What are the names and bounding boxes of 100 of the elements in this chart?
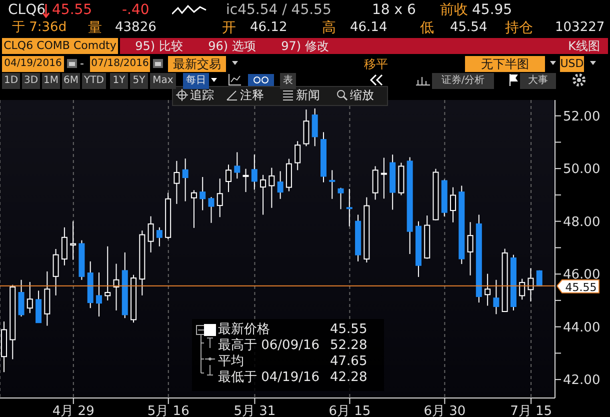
text: 46.14: [350, 20, 388, 36]
annotation: 新闻: [296, 87, 320, 103]
candlestick: [174, 160, 180, 204]
text: 07/18/2016: [90, 56, 150, 72]
text: 45.54: [450, 20, 488, 36]
text: YTD: [82, 73, 106, 89]
annotation: 最高于 06/09/16: [218, 338, 320, 354]
x-tick-label: 7月 15: [510, 404, 552, 417]
annotation: 45.55: [330, 322, 368, 338]
candlestick: [493, 279, 500, 315]
text: CLQ6: [8, 2, 46, 18]
x-tick-label: 5月 16: [147, 404, 190, 417]
candlestick: [104, 246, 111, 301]
text: K线图: [560, 38, 608, 54]
candlestick: [96, 272, 102, 318]
text: 1Y: [110, 73, 128, 89]
y-tick-label: 46.00: [563, 268, 600, 283]
y-tick-label: 50.00: [563, 162, 600, 178]
candlestick: [338, 187, 344, 210]
x-tick-label: 6月 30: [424, 404, 466, 417]
x-tick-label: 5月 31: [234, 404, 276, 417]
candlestick: [200, 176, 206, 211]
text: 96) 选项: [198, 38, 266, 54]
ref-line-label: 45.55: [565, 280, 597, 294]
candlestick: [26, 281, 33, 314]
candlestick: [18, 279, 24, 318]
candlestick: [70, 220, 76, 260]
candlestick: [372, 166, 378, 200]
text: Max: [150, 73, 176, 89]
candlestick: [268, 167, 275, 208]
text: 45.95: [472, 2, 512, 18]
text: USD: [560, 56, 584, 72]
text: 低: [420, 20, 434, 36]
annotation: 42.28: [330, 370, 368, 386]
text: ic45.54 / 45.55: [226, 2, 332, 18]
candlestick: [286, 158, 292, 192]
candlestick: [234, 152, 240, 180]
text: 5Y: [130, 73, 148, 89]
text: -.40: [122, 2, 150, 18]
annotation: 缩放: [350, 87, 374, 103]
y-tick-label: 42.00: [563, 373, 600, 388]
text: 45.55: [52, 2, 92, 18]
y-tick-label: 44.00: [563, 320, 600, 336]
x-tick-label: 6月 15: [328, 404, 371, 417]
candlestick: [52, 248, 59, 296]
text: 04/19/2016: [2, 56, 64, 72]
candlestick: [484, 273, 491, 306]
candlestick: [242, 168, 249, 193]
candlestick: [182, 158, 188, 202]
text: 103227: [555, 20, 605, 36]
text: 最新交易: [168, 56, 226, 72]
text: CLQ6 COMB Comdty: [2, 38, 118, 54]
annotation: 47.65: [330, 354, 368, 370]
candlestick: [156, 226, 162, 247]
candlestick: [312, 108, 318, 147]
text: 证券/分析: [432, 73, 494, 89]
candlestick: [528, 268, 534, 302]
candlestick: [251, 154, 258, 190]
candlestick: [277, 170, 284, 200]
candlestick: [380, 157, 387, 200]
text: 46.12: [250, 20, 288, 36]
candlestick: [190, 190, 197, 228]
text: 6M: [62, 73, 80, 89]
candlestick: [36, 290, 42, 324]
y-tick-label: 48.00: [563, 214, 600, 230]
text: 95) 比较: [124, 38, 194, 54]
text: -: [80, 56, 84, 72]
y-tick-label: 52.00: [563, 109, 600, 124]
candlestick: [260, 174, 266, 216]
text: 18 x 6: [372, 2, 416, 18]
text: 1D: [2, 73, 20, 89]
candlestick: [208, 196, 214, 224]
candlestick: [216, 178, 223, 218]
text: 量: [88, 20, 102, 36]
text: 高: [322, 20, 336, 36]
candlestick: [226, 164, 232, 193]
annotation: 追踪: [190, 87, 214, 103]
annotation: 平均: [218, 354, 244, 370]
x-tick-label: 4月 29: [52, 404, 94, 417]
text: 1M: [42, 73, 60, 89]
candlestick: [346, 188, 352, 227]
candlestick: [467, 222, 474, 276]
text: 开: [222, 20, 236, 36]
candlestick: [329, 170, 336, 200]
text: 无下半图: [465, 56, 545, 72]
candlestick: [61, 226, 68, 266]
text: 3D: [22, 73, 40, 89]
text: 大事: [520, 73, 556, 89]
candlestick: [450, 186, 456, 223]
text: 43826: [115, 20, 156, 36]
candlestick: [294, 140, 301, 171]
text: 表: [280, 73, 296, 89]
annotation: 最新价格: [218, 322, 270, 338]
annotation: 注释: [240, 87, 264, 103]
candlestick: [148, 216, 154, 253]
text: 前收: [440, 2, 468, 18]
text: 97) 修改: [270, 38, 340, 54]
annotation: 52.28: [330, 338, 368, 354]
candlestick: [303, 108, 310, 147]
annotation: 最低于 04/19/16: [218, 370, 320, 386]
